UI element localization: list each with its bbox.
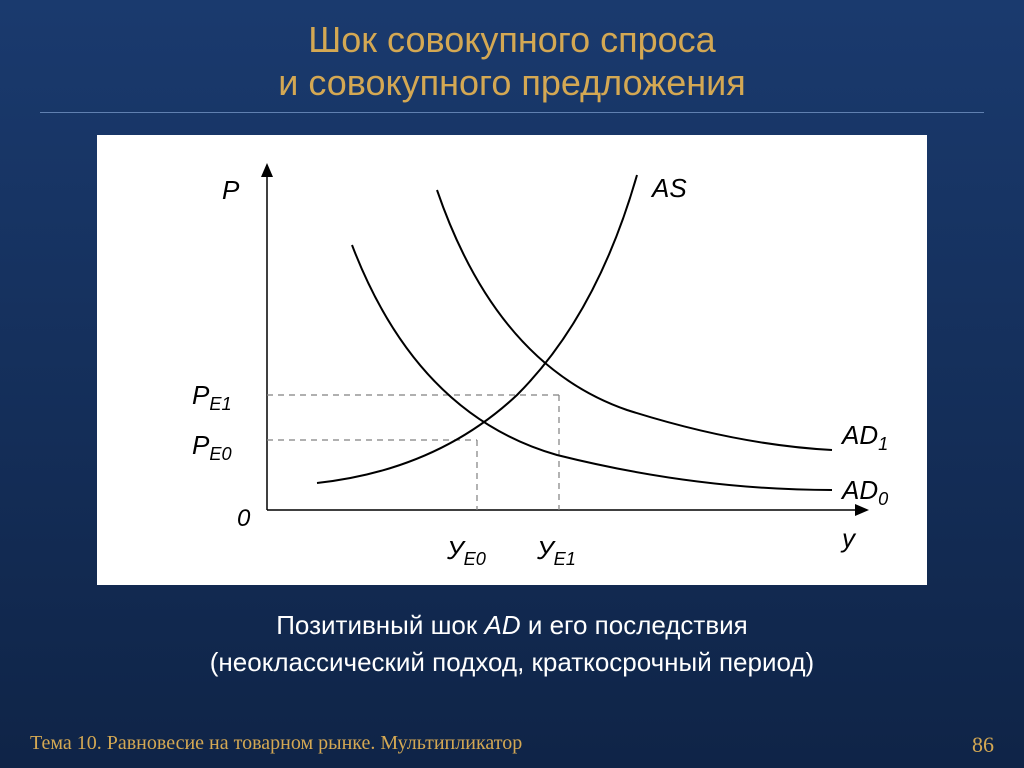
footer-page-number: 86 xyxy=(972,732,994,758)
chart-panel: Р AS AD1 AD0 у 0 PE1 PE0 УE0 УE1 xyxy=(97,135,927,585)
ye1-label: УE1 xyxy=(537,535,576,570)
title-line1: Шок совокупного спроса xyxy=(308,19,715,60)
x-axis-label: у xyxy=(842,523,855,554)
caption-line1-pre: Позитивный шок xyxy=(276,610,484,640)
caption-line1-post: и его последствия xyxy=(521,610,748,640)
footer-topic: Тема 10. Равновесие на товарном рынке. М… xyxy=(30,732,522,758)
caption: Позитивный шок AD и его последствия (нео… xyxy=(0,607,1024,680)
curve-ad1-label: AD1 xyxy=(842,420,888,455)
origin-label: 0 xyxy=(237,505,250,533)
footer: Тема 10. Равновесие на товарном рынке. М… xyxy=(0,732,1024,758)
pe0-label: PE0 xyxy=(192,430,232,465)
title-divider xyxy=(40,112,984,113)
caption-line2: (неоклассический подход, краткосрочный п… xyxy=(210,647,814,677)
title-line2: и совокупного предложения xyxy=(278,62,746,103)
pe1-label: PE1 xyxy=(192,380,232,415)
ye0-label: УE0 xyxy=(447,535,486,570)
curve-ad0-label: AD0 xyxy=(842,475,888,510)
caption-line1-italic: AD xyxy=(485,610,521,640)
slide-title: Шок совокупного спроса и совокупного пре… xyxy=(0,0,1024,104)
curve-as-label: AS xyxy=(652,173,687,204)
y-axis-label: Р xyxy=(222,175,239,206)
